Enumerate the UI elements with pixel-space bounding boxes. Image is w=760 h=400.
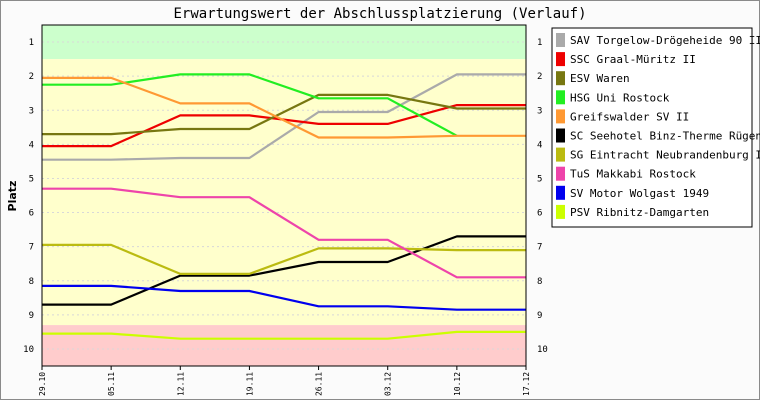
series-line-0 (42, 73, 526, 161)
y-axis-right: 1 2 3 4 5 6 7 8 9 10 (537, 38, 548, 355)
legend-swatch-9 (556, 204, 565, 219)
y-tick-right-4: 4 (537, 140, 542, 150)
series-line-8 (42, 284, 526, 311)
legend-swatch-8 (556, 185, 565, 200)
y-tick-right-8: 8 (537, 277, 542, 287)
legend-swatch-7 (556, 166, 565, 181)
series-line-7 (42, 187, 526, 279)
series-line-3 (42, 73, 458, 137)
legend-label-5: SC Seehotel Binz-Therme Rügen (570, 130, 760, 143)
y-tick-left-4: 4 (29, 140, 34, 150)
legend-swatch-0 (556, 33, 565, 47)
legend-label-3: HSG Uni Rostock (570, 91, 670, 104)
legend: SAV Torgelow-Drögeheide 90 III SSC Graal-… (551, 27, 760, 228)
x-axis: 29.10 05.11 12.11 19.11 26.11 03.12 10.12 17.12 (38, 366, 531, 396)
y-tick-right-9: 9 (537, 311, 542, 321)
x-tick-label-1: 05.11 (107, 372, 116, 396)
chart-title: Erwartungswert der Abschlussplatzierung … (173, 6, 586, 22)
x-tick-label-3: 19.11 (245, 372, 254, 396)
y-tick-left-5: 5 (29, 174, 34, 184)
y-tick-left-10: 10 (23, 345, 34, 355)
legend-label-6: SG Eintracht Neubrandenburg II (570, 149, 760, 162)
y-tick-right-6: 6 (537, 209, 542, 219)
legend-label-0: SAV Torgelow-Drögeheide 90 III (570, 34, 760, 47)
x-tick-label-7: 17.12 (522, 372, 531, 396)
band-2 (42, 325, 526, 366)
y-tick-left-6: 6 (29, 209, 34, 219)
legend-swatch-5 (556, 128, 565, 143)
legend-label-7: TuS Makkabi Rostock (570, 168, 696, 181)
y-tick-left-7: 7 (29, 243, 34, 253)
legend-swatch-1 (556, 52, 565, 67)
series-line-2 (42, 93, 526, 136)
series-lines (42, 73, 526, 340)
x-tick-label-4: 26.11 (315, 372, 324, 396)
legend-swatch-3 (556, 90, 565, 105)
y-tick-right-1: 1 (537, 38, 542, 48)
series-line-9 (42, 330, 526, 340)
x-tick-label-0: 29.10 (38, 372, 47, 396)
series-line-6 (42, 243, 526, 275)
y-tick-right-2: 2 (537, 72, 542, 82)
legend-label-9: PSV Ribnitz-Damgarten (570, 206, 709, 219)
y-tick-right-3: 3 (537, 106, 542, 116)
legend-swatch-4 (556, 109, 565, 124)
y-axis-left: 1 2 3 4 5 6 7 8 9 10 (23, 38, 34, 355)
plot-border (41, 24, 527, 367)
legend-swatch-2 (556, 71, 565, 86)
legend-label-4: Greifswalder SV II (570, 110, 689, 123)
legend-label-8: SV Motor Wolgast 1949 (570, 187, 709, 200)
y-tick-left-9: 9 (29, 311, 34, 321)
grid-lines (42, 41, 526, 350)
x-tick-label-5: 03.12 (384, 372, 393, 396)
legend-label-2: ESV Waren (570, 72, 630, 85)
legend-box (551, 27, 753, 228)
legend-label-1: SSC Graal-Müritz II (570, 53, 696, 66)
y-tick-right-5: 5 (537, 174, 542, 184)
y-tick-left-1: 1 (29, 38, 34, 48)
series-line-4 (42, 76, 526, 139)
y-tick-left-8: 8 (29, 277, 34, 287)
x-tick-label-2: 12.11 (176, 372, 185, 396)
y-tick-left-2: 2 (29, 72, 34, 82)
y-tick-right-7: 7 (537, 243, 542, 253)
y-tick-left-3: 3 (29, 106, 34, 116)
y-tick-right-10: 10 (537, 345, 548, 355)
y-axis-label: Platz (6, 181, 19, 212)
series-line-5 (42, 235, 526, 306)
legend-swatch-6 (556, 147, 565, 162)
x-tick-label-6: 10.12 (453, 372, 462, 396)
